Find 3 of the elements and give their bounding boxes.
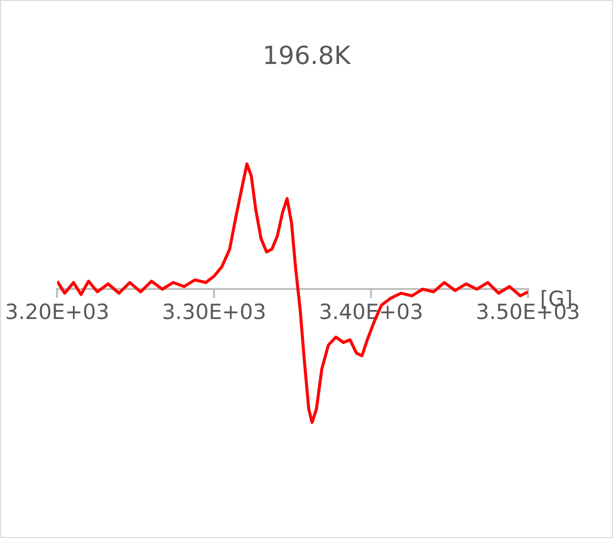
x-tick-label: 3.30E+03: [162, 300, 266, 324]
chart-title: 196.8K: [262, 41, 352, 70]
x-tick-label: 3.20E+03: [5, 300, 110, 324]
